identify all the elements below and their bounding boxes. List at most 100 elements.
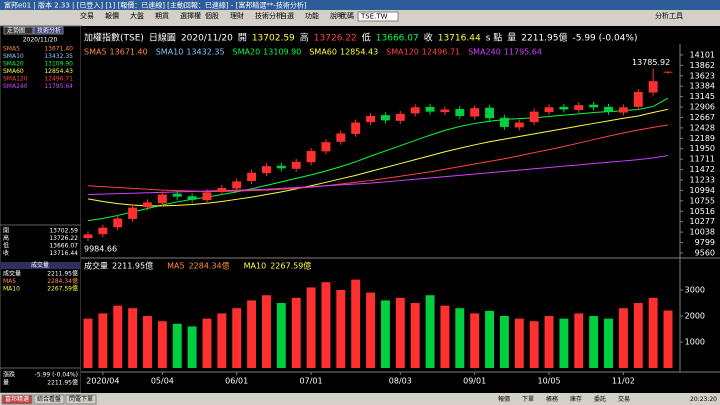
header-item: 2020/11/20: [181, 34, 233, 44]
task-shortcut[interactable]: 庫存: [570, 395, 582, 403]
candle-body: [470, 108, 480, 117]
volume-bar: [366, 292, 376, 368]
title-bar: [0, 0, 720, 10]
candle-body: [336, 133, 346, 142]
volume-bar: [187, 326, 197, 368]
candle-body: [514, 122, 524, 128]
task-shortcut[interactable]: 帳務: [546, 395, 558, 403]
task-button[interactable]: [65, 394, 97, 405]
menu-item[interactable]: 個股: [205, 11, 219, 20]
vol-tick-label: 1000: [685, 338, 705, 347]
menu-item[interactable]: 功能: [305, 11, 319, 20]
x-tick-label: 2020/04: [86, 377, 119, 386]
volume-title: 成交量: [31, 261, 49, 269]
y-tick-label: 11950: [690, 144, 715, 153]
vol-legend-name: MA5: [167, 262, 184, 271]
candle-body: [410, 107, 420, 114]
ma-line: [87, 97, 669, 222]
legend-name: SMA5: [84, 48, 107, 57]
volume-bar: [663, 310, 673, 368]
candle-body: [574, 105, 584, 110]
y-tick-label: 14101: [690, 50, 715, 59]
ma-value: 13432.35: [44, 53, 73, 60]
candle-body: [202, 192, 212, 201]
menu-item[interactable]: 報價: [105, 11, 119, 20]
ma-line: [87, 124, 669, 192]
tab[interactable]: [3, 26, 34, 35]
analysis-tools[interactable]: 分析工具: [655, 11, 683, 20]
menu-item[interactable]: 自選: [280, 11, 294, 20]
y-tick-label: 11472: [690, 165, 715, 174]
volume-bar: [618, 308, 628, 368]
task-button[interactable]: [1, 394, 33, 405]
symbol-box[interactable]: [357, 11, 399, 22]
volume-bar: [202, 318, 212, 368]
ma-name: SMA10: [3, 53, 24, 60]
candle-body: [291, 161, 301, 169]
volume-value: 2267.59億: [47, 285, 78, 293]
amount-value: 2211.95億: [47, 379, 78, 387]
vol-legend-name: MA10: [244, 262, 267, 271]
volume-bar: [485, 310, 494, 368]
task-shortcut[interactable]: 交易: [618, 395, 630, 403]
volume-bar: [217, 313, 227, 368]
x-tick-label: 11/02: [612, 377, 635, 386]
y-tick-label: 11233: [690, 175, 715, 184]
quote-label: 開: [3, 228, 9, 235]
low-label: 9984.66: [84, 245, 117, 254]
volume-bar: [589, 316, 599, 368]
volume-bar: [440, 305, 450, 368]
vol-legend-value: 2211.95億: [112, 261, 153, 271]
quote-value: 13666.07: [49, 243, 78, 250]
menu-item[interactable]: 大盤: [130, 11, 144, 20]
y-tick-label: 9560: [695, 248, 715, 257]
menu-item[interactable]: 期貨: [155, 11, 169, 20]
volume-bar: [172, 323, 182, 368]
menu-item[interactable]: 技術分析: [255, 11, 283, 20]
candle-body: [485, 107, 494, 119]
header-item: 低: [362, 32, 371, 44]
volume-bar: [232, 308, 242, 368]
y-tick-label: 10038: [690, 228, 715, 237]
x-tick-label: 05/04: [151, 377, 174, 386]
volume-bar: [336, 290, 346, 368]
header-item: 高: [300, 32, 309, 44]
tab-label: 技術分析: [37, 27, 61, 35]
candle-body: [128, 207, 138, 219]
header-item: 收: [424, 32, 433, 44]
candle-body: [187, 196, 197, 200]
task-shortcut[interactable]: 委託: [594, 395, 606, 403]
task-button[interactable]: [33, 394, 65, 405]
legend-name: SMA60: [309, 48, 337, 57]
candle-body: [544, 107, 554, 113]
ma-line: [87, 154, 669, 196]
vol-tick-label: 3000: [685, 286, 705, 295]
candle-body: [157, 194, 167, 204]
ma-name: SMA5: [3, 46, 20, 53]
y-tick-label: 13862: [690, 61, 715, 70]
volume-bar: [425, 295, 435, 368]
header-item: 2211.95億: [521, 32, 567, 44]
menu-item[interactable]: 理財: [230, 11, 244, 20]
ma-name: SMA120: [3, 76, 28, 83]
candle-body: [247, 172, 257, 181]
amount-label: 量: [3, 380, 9, 387]
candle-body: [262, 166, 271, 174]
menu-item[interactable]: 選擇權: [180, 11, 201, 20]
candle-body: [559, 106, 569, 110]
y-tick-label: 10516: [690, 207, 715, 216]
task-label: 綜合看盤: [37, 395, 61, 403]
tab[interactable]: [33, 26, 64, 35]
task-shortcut[interactable]: 下單: [522, 396, 534, 403]
candle-body: [232, 181, 242, 189]
menu-item[interactable]: 說明: [330, 11, 344, 20]
legend-value: 13109.90: [263, 48, 301, 57]
volume-bar: [410, 303, 420, 368]
task-shortcut[interactable]: 報價: [498, 395, 510, 403]
header-item: 日線圖: [149, 32, 176, 44]
menu-item[interactable]: 交易: [80, 11, 94, 20]
x-tick-label: 10/05: [537, 377, 560, 386]
quote-value: 13702.59: [49, 228, 78, 235]
header-item: 13726.22: [314, 34, 357, 44]
y-tick-label: 12189: [690, 134, 715, 143]
